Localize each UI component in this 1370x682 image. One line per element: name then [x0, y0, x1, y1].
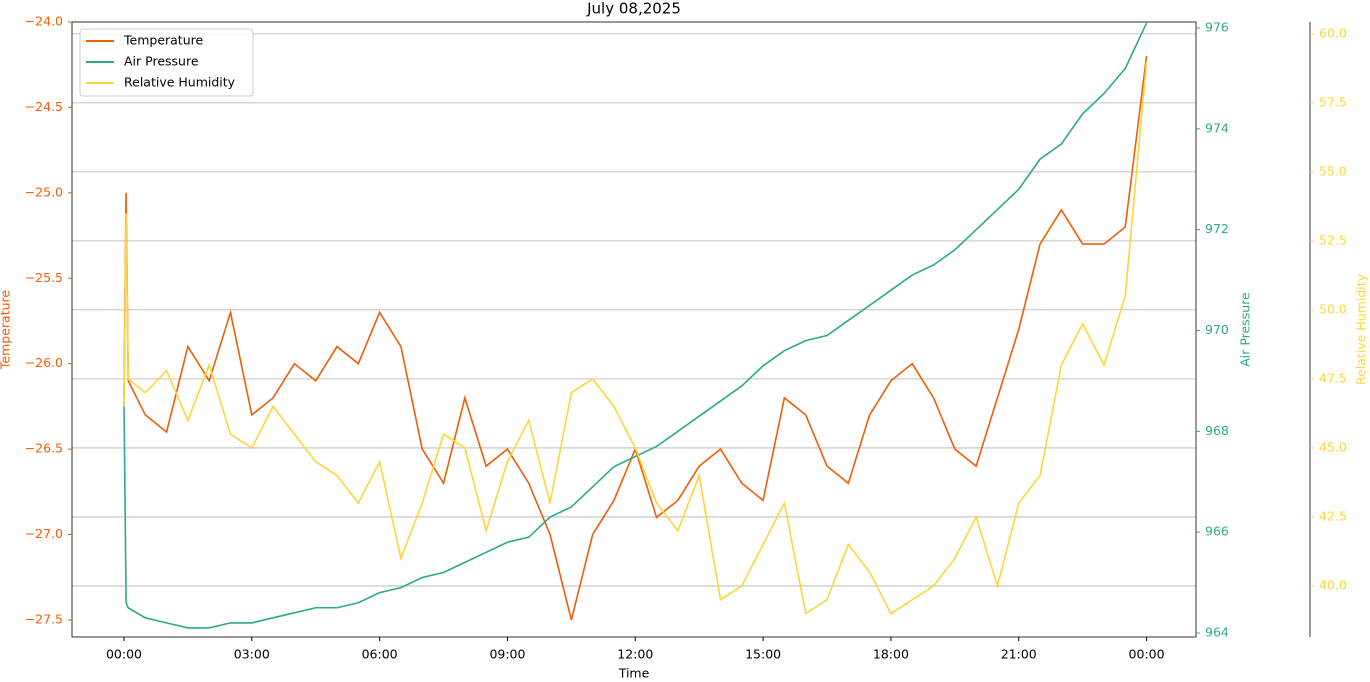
x-axis-label: Time — [618, 666, 650, 681]
y-tick-label: −25.0 — [25, 184, 63, 199]
x-tick-label: 06:00 — [362, 647, 398, 662]
legend-label: Air Pressure — [124, 54, 199, 69]
x-tick-label: 15:00 — [745, 647, 781, 662]
y2-tick-label: 964 — [1205, 624, 1229, 639]
y-tick-label: −24.0 — [25, 14, 63, 29]
y3-tick-label: 57.5 — [1319, 94, 1347, 109]
y-tick-label: −26.5 — [25, 441, 63, 456]
x-tick-label: 12:00 — [617, 647, 653, 662]
x-tick-label: 00:00 — [106, 647, 142, 662]
y-tick-label: −27.5 — [25, 611, 63, 626]
y-axis-label: Temperature — [0, 290, 13, 370]
y-tick-label: −24.5 — [25, 99, 63, 114]
y3-tick-label: 60.0 — [1319, 25, 1347, 40]
y3-tick-label: 45.0 — [1319, 439, 1347, 454]
series-line — [123, 22, 1148, 629]
y2-tick-label: 976 — [1205, 20, 1229, 35]
y2-tick-label: 974 — [1205, 120, 1229, 135]
chart-title: July 08,2025 — [586, 0, 681, 18]
legend-label: Relative Humidity — [124, 75, 236, 90]
y2-tick-label: 966 — [1205, 524, 1229, 539]
plot-frame — [71, 21, 1197, 638]
y2-tick-label: 970 — [1205, 322, 1229, 337]
x-tick-label: 18:00 — [873, 647, 909, 662]
y3-axis-label: Relative Humidity — [1354, 273, 1369, 385]
x-tick-label: 00:00 — [1129, 647, 1165, 662]
x-tick-label: 21:00 — [1001, 647, 1037, 662]
series-line — [123, 61, 1148, 615]
y3-tick-label: 50.0 — [1319, 301, 1347, 316]
y-tick-label: −25.5 — [25, 270, 63, 285]
y-tick-label: −27.0 — [25, 526, 63, 541]
series-line — [123, 56, 1148, 621]
x-tick-label: 03:00 — [234, 647, 270, 662]
y3-tick-label: 55.0 — [1319, 163, 1347, 178]
y-tick-label: −26.0 — [25, 355, 63, 370]
y3-tick-label: 52.5 — [1319, 232, 1347, 247]
x-tick-label: 09:00 — [489, 647, 525, 662]
legend-label: Temperature — [123, 33, 203, 48]
y2-tick-label: 972 — [1205, 221, 1229, 236]
y2-axis-label: Air Pressure — [1238, 292, 1253, 367]
y2-tick-label: 968 — [1205, 423, 1229, 438]
y3-tick-label: 40.0 — [1319, 577, 1347, 592]
y3-tick-label: 47.5 — [1319, 370, 1347, 385]
y3-tick-label: 42.5 — [1319, 508, 1347, 523]
legend-box — [79, 28, 254, 97]
